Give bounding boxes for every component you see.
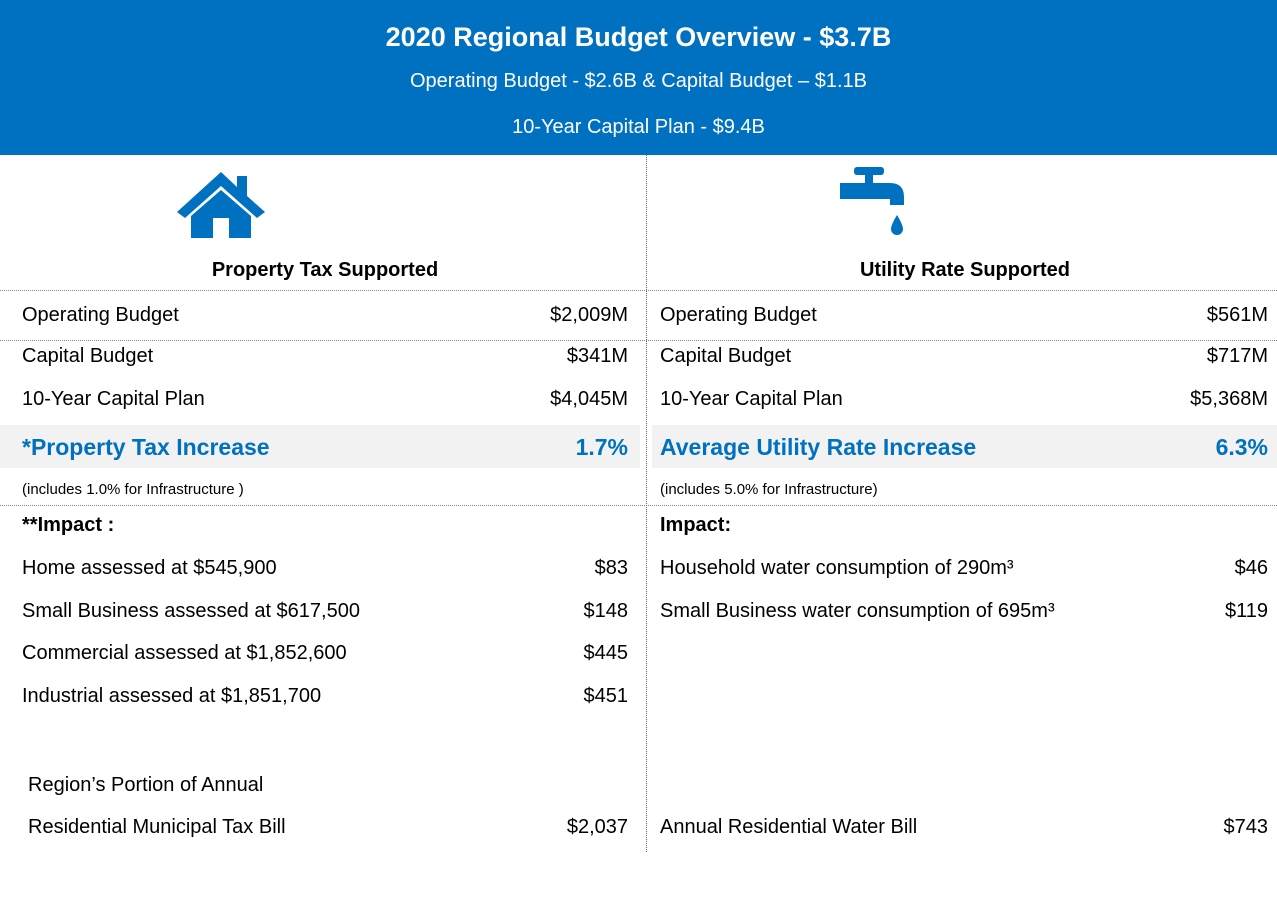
row-value: $5,368M (1190, 388, 1268, 410)
faucet-icon (840, 167, 904, 235)
impact-heading: **Impact : (22, 514, 115, 536)
row-value: $341M (566, 345, 628, 367)
impact-label: Small Business assessed at $617,500 (22, 599, 360, 622)
increase-label: Average Utility Rate Increase (660, 434, 977, 460)
row-label: Operating Budget (22, 304, 179, 326)
row-value: $717M (1206, 345, 1268, 367)
increase-value: 1.7% (575, 434, 628, 460)
increase-value: 6.3% (1215, 434, 1268, 460)
impact-value: $119 (1224, 599, 1268, 622)
impact-value: $46 (1234, 557, 1268, 579)
bill-value: $2,037 (566, 816, 628, 838)
bill-label: Annual Residential Water Bill (660, 816, 918, 838)
impact-value: $83 (594, 557, 628, 579)
header-band (0, 0, 1277, 155)
title: 2020 Regional Budget Overview - $3.7B (385, 22, 892, 52)
row-label: 10-Year Capital Plan (22, 388, 205, 410)
impact-label: Household water consumption of 290m³ (660, 557, 1014, 579)
column-heading: Utility Rate Supported (859, 259, 1070, 281)
impact-label: Home assessed at $545,900 (22, 557, 277, 579)
impact-label: Commercial assessed at $1,852,600 (22, 642, 347, 665)
row-label: 10-Year Capital Plan (660, 388, 843, 410)
row-value: $561M (1206, 304, 1268, 326)
highlight-row (0, 425, 640, 468)
impact-value: $451 (583, 685, 629, 708)
impact-value: $148 (583, 599, 629, 622)
row-label: Capital Budget (22, 345, 154, 367)
increase-label: *Property Tax Increase (22, 434, 270, 460)
bill-label: Region’s Portion of Annual (28, 774, 264, 796)
column-divider (646, 155, 647, 852)
divider (0, 505, 1277, 506)
impact-label: Industrial assessed at $1,851,700 (22, 685, 322, 708)
impact-label: Small Business water consumption of 695m… (660, 599, 1055, 622)
bill-value: $743 (1223, 816, 1269, 838)
row-label: Operating Budget (660, 304, 817, 326)
impact-value: $445 (583, 642, 629, 665)
row-value: $4,045M (550, 388, 628, 410)
highlight-row (652, 425, 1277, 468)
note: (includes 1.0% for Infrastructure ) (22, 481, 244, 498)
divider (0, 340, 1277, 341)
note: (includes 5.0% for Infrastructure) (660, 481, 878, 498)
row-value: $2,009M (550, 304, 628, 326)
column-heading: Property Tax Supported (211, 259, 439, 281)
house-icon (177, 172, 265, 238)
bill-label: Residential Municipal Tax Bill (28, 816, 286, 838)
subtitle: Operating Budget - $2.6B & Capital Budge… (410, 70, 867, 92)
divider (0, 290, 1277, 291)
subtitle: 10-Year Capital Plan - $9.4B (512, 116, 765, 138)
row-label: Capital Budget (660, 345, 792, 367)
impact-heading: Impact: (660, 514, 732, 536)
